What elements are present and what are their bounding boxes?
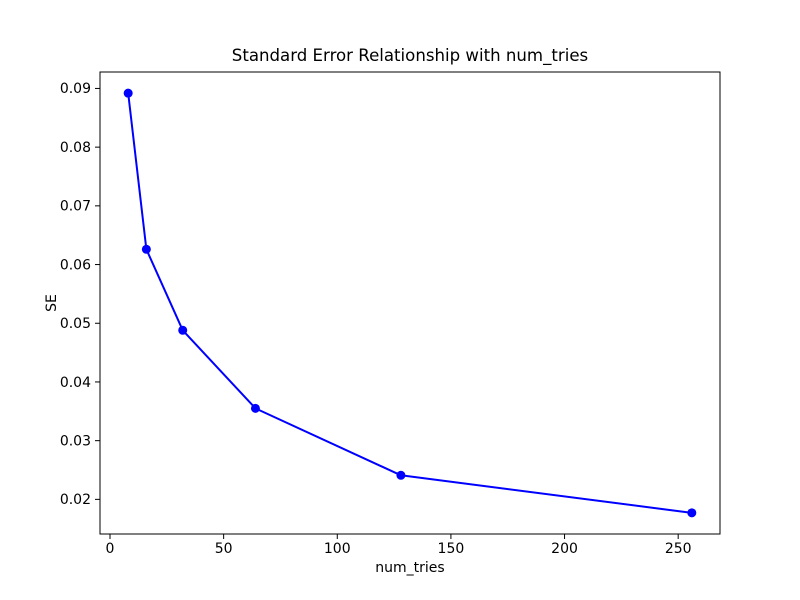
y-axis-label: SE [44, 294, 60, 312]
x-tick-label: 200 [551, 541, 578, 557]
plot-frame [99, 71, 721, 535]
y-tick-label: 0.05 [60, 316, 91, 332]
data-point-marker [396, 470, 406, 480]
y-tick-label: 0.06 [60, 257, 91, 273]
data-point-marker [250, 403, 260, 413]
data-point-marker [178, 325, 188, 335]
x-tick-label: 150 [438, 541, 465, 557]
data-point-markers [123, 88, 697, 518]
chart-title: Standard Error Relationship with num_tri… [231, 46, 589, 65]
data-point-marker [141, 244, 151, 254]
data-point-marker [687, 508, 697, 518]
y-tick-label: 0.02 [60, 492, 91, 508]
y-tick-label: 0.07 [60, 199, 91, 215]
x-tick-label: 50 [215, 541, 233, 557]
se-data-line [127, 92, 693, 514]
x-tick-label: 250 [665, 541, 692, 557]
x-axis-ticks: 0 50 100 150 200 250 [106, 534, 692, 557]
x-axis-label: num_tries [375, 560, 445, 576]
y-tick-label: 0.04 [60, 375, 91, 391]
data-point-marker [123, 88, 133, 98]
x-tick-label: 100 [324, 541, 351, 557]
y-axis-ticks: 0.02 0.03 0.04 0.05 0.06 0.07 0.08 0.09 [60, 81, 100, 508]
y-tick-label: 0.08 [60, 140, 91, 156]
y-tick-label: 0.09 [60, 81, 91, 97]
y-tick-label: 0.03 [60, 433, 91, 449]
x-tick-label: 0 [106, 541, 115, 557]
